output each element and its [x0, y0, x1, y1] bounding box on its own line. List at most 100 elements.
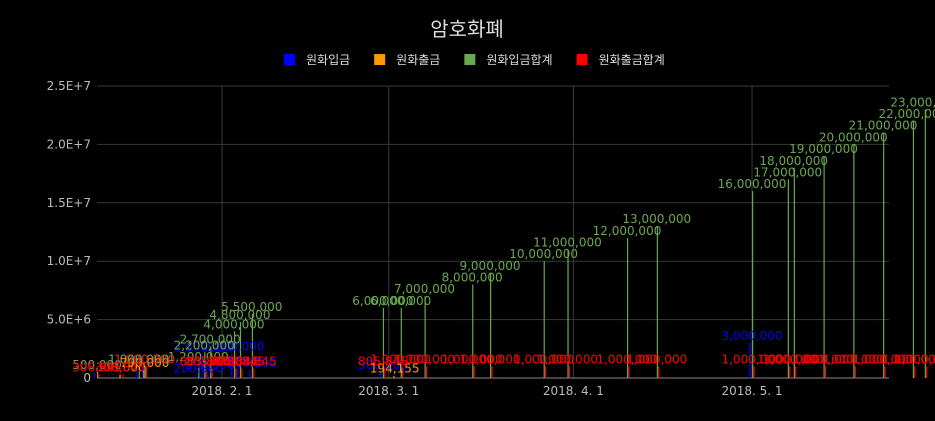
data-label: 500,000 — [72, 358, 122, 372]
bar — [545, 366, 547, 378]
data-label: 5,500,000 — [221, 300, 282, 314]
data-label: 6,000,000 — [370, 294, 431, 308]
data-label: 700,000 — [227, 356, 277, 370]
data-label: 1,000,000 — [757, 352, 818, 366]
bar — [402, 366, 404, 378]
bar — [924, 109, 926, 379]
bar — [135, 366, 138, 378]
legend-label: 원화출금합계 — [599, 53, 665, 67]
data-label: 1,000,000 — [882, 352, 935, 366]
bar — [914, 366, 916, 378]
data-label: 500,000 — [72, 358, 122, 372]
x-tick-label: 2018. 2. 1 — [192, 384, 253, 398]
bar — [138, 366, 140, 378]
y-tick-label: 1.5E+7 — [47, 196, 91, 210]
data-label: 19,000,000 — [789, 142, 858, 156]
data-label: 1,000,000 — [442, 352, 503, 366]
bar — [567, 249, 569, 378]
data-label: 1,000,000 — [721, 352, 782, 366]
data-label: 11,000,000 — [533, 236, 602, 250]
bar — [141, 366, 144, 378]
bar — [793, 167, 795, 378]
data-label: 1,000,000 — [114, 352, 175, 366]
bar — [884, 366, 886, 378]
y-tick-label: 2.5E+7 — [47, 79, 91, 93]
bar — [752, 191, 754, 378]
bar — [201, 354, 203, 378]
data-label: 12,000,000 — [593, 224, 662, 238]
x-tick-label: 2018. 5. 1 — [721, 384, 782, 398]
y-tick-label: 2.0E+7 — [47, 137, 91, 151]
data-label: 4,000,000 — [203, 317, 264, 331]
data-label: 700,000 — [120, 356, 170, 370]
bar — [472, 284, 474, 378]
bar — [853, 144, 855, 378]
data-label: 1,000,000 — [370, 352, 431, 366]
legend-swatch — [464, 54, 476, 65]
data-label: 13,000,000 — [622, 212, 691, 226]
grid — [97, 85, 889, 378]
data-label: 1,000,000 — [394, 352, 455, 366]
data-label: 1,200,000 — [168, 350, 229, 364]
y-axis: 0 5.0E+6 1.0E+7 1.5E+7 2.0E+7 2.5E+7 — [47, 79, 91, 385]
data-label: 500,000 — [358, 358, 408, 372]
bar — [912, 121, 915, 378]
bar — [883, 132, 885, 378]
data-label: 805,845 — [358, 355, 408, 369]
bar — [237, 368, 239, 378]
data-label: 9,000,000 — [459, 259, 520, 273]
data-label: 6,000,000 — [352, 294, 413, 308]
data-label: 1,000,000 — [793, 352, 854, 366]
data-label: 18,000,000 — [759, 154, 828, 168]
bar — [210, 346, 212, 378]
data-label: 16,000,000 — [718, 177, 787, 191]
y-tick-label: 1.0E+7 — [47, 254, 91, 268]
bar — [380, 372, 382, 378]
bar — [473, 366, 475, 378]
legend-label: 원화출금 — [396, 53, 440, 67]
bar — [253, 368, 255, 378]
bar — [231, 353, 233, 378]
data-label: 1,000,000 — [853, 352, 914, 366]
bar — [926, 366, 928, 378]
data-label: 3,000,000 — [721, 329, 782, 343]
data-label: 17,000,000 — [753, 165, 822, 179]
data-label: 1,000,000 — [108, 352, 169, 366]
bars — [94, 109, 928, 379]
bar — [241, 368, 243, 378]
bar — [233, 331, 236, 378]
x-axis: 2018. 2. 1 2018. 3. 1 2018. 4. 1 2018. 5. 1 — [97, 377, 889, 398]
legend-label: 원화입금 — [306, 53, 350, 67]
data-label: 1,000,000 — [626, 352, 687, 366]
bar — [749, 342, 751, 378]
bar — [207, 372, 209, 378]
bar — [384, 368, 386, 378]
y-tick-label: 0 — [83, 371, 91, 385]
data-label: 2,700,000 — [180, 332, 241, 346]
data-label: 1,000,000 — [537, 352, 598, 366]
bar — [491, 366, 493, 378]
bar — [490, 272, 492, 378]
legend-swatch — [284, 54, 295, 65]
bar — [658, 366, 660, 378]
data-label: 1,000,000 — [513, 352, 574, 366]
data-label: 23,000,000 — [890, 95, 935, 109]
data-label: 20,000,000 — [819, 130, 888, 144]
chart-title: 암호화폐 — [430, 17, 504, 41]
bar — [143, 369, 145, 378]
data-label: 306,845 — [72, 360, 122, 374]
bar — [94, 372, 96, 378]
data-label: 10,000,000 — [509, 247, 578, 261]
data-label: 2,100,000 — [203, 339, 264, 353]
bar — [251, 313, 254, 378]
data-label: 8,000,000 — [442, 271, 503, 285]
data-label: 4,800,000 — [209, 308, 270, 322]
data-labels: 500,0001,000,0001,000,000200,0002,000,00… — [72, 95, 935, 375]
bar — [656, 226, 658, 378]
bar — [424, 296, 426, 378]
data-label: 7,000,000 — [394, 282, 455, 296]
data-label: 1,000,000 — [596, 352, 657, 366]
bar — [382, 307, 385, 378]
